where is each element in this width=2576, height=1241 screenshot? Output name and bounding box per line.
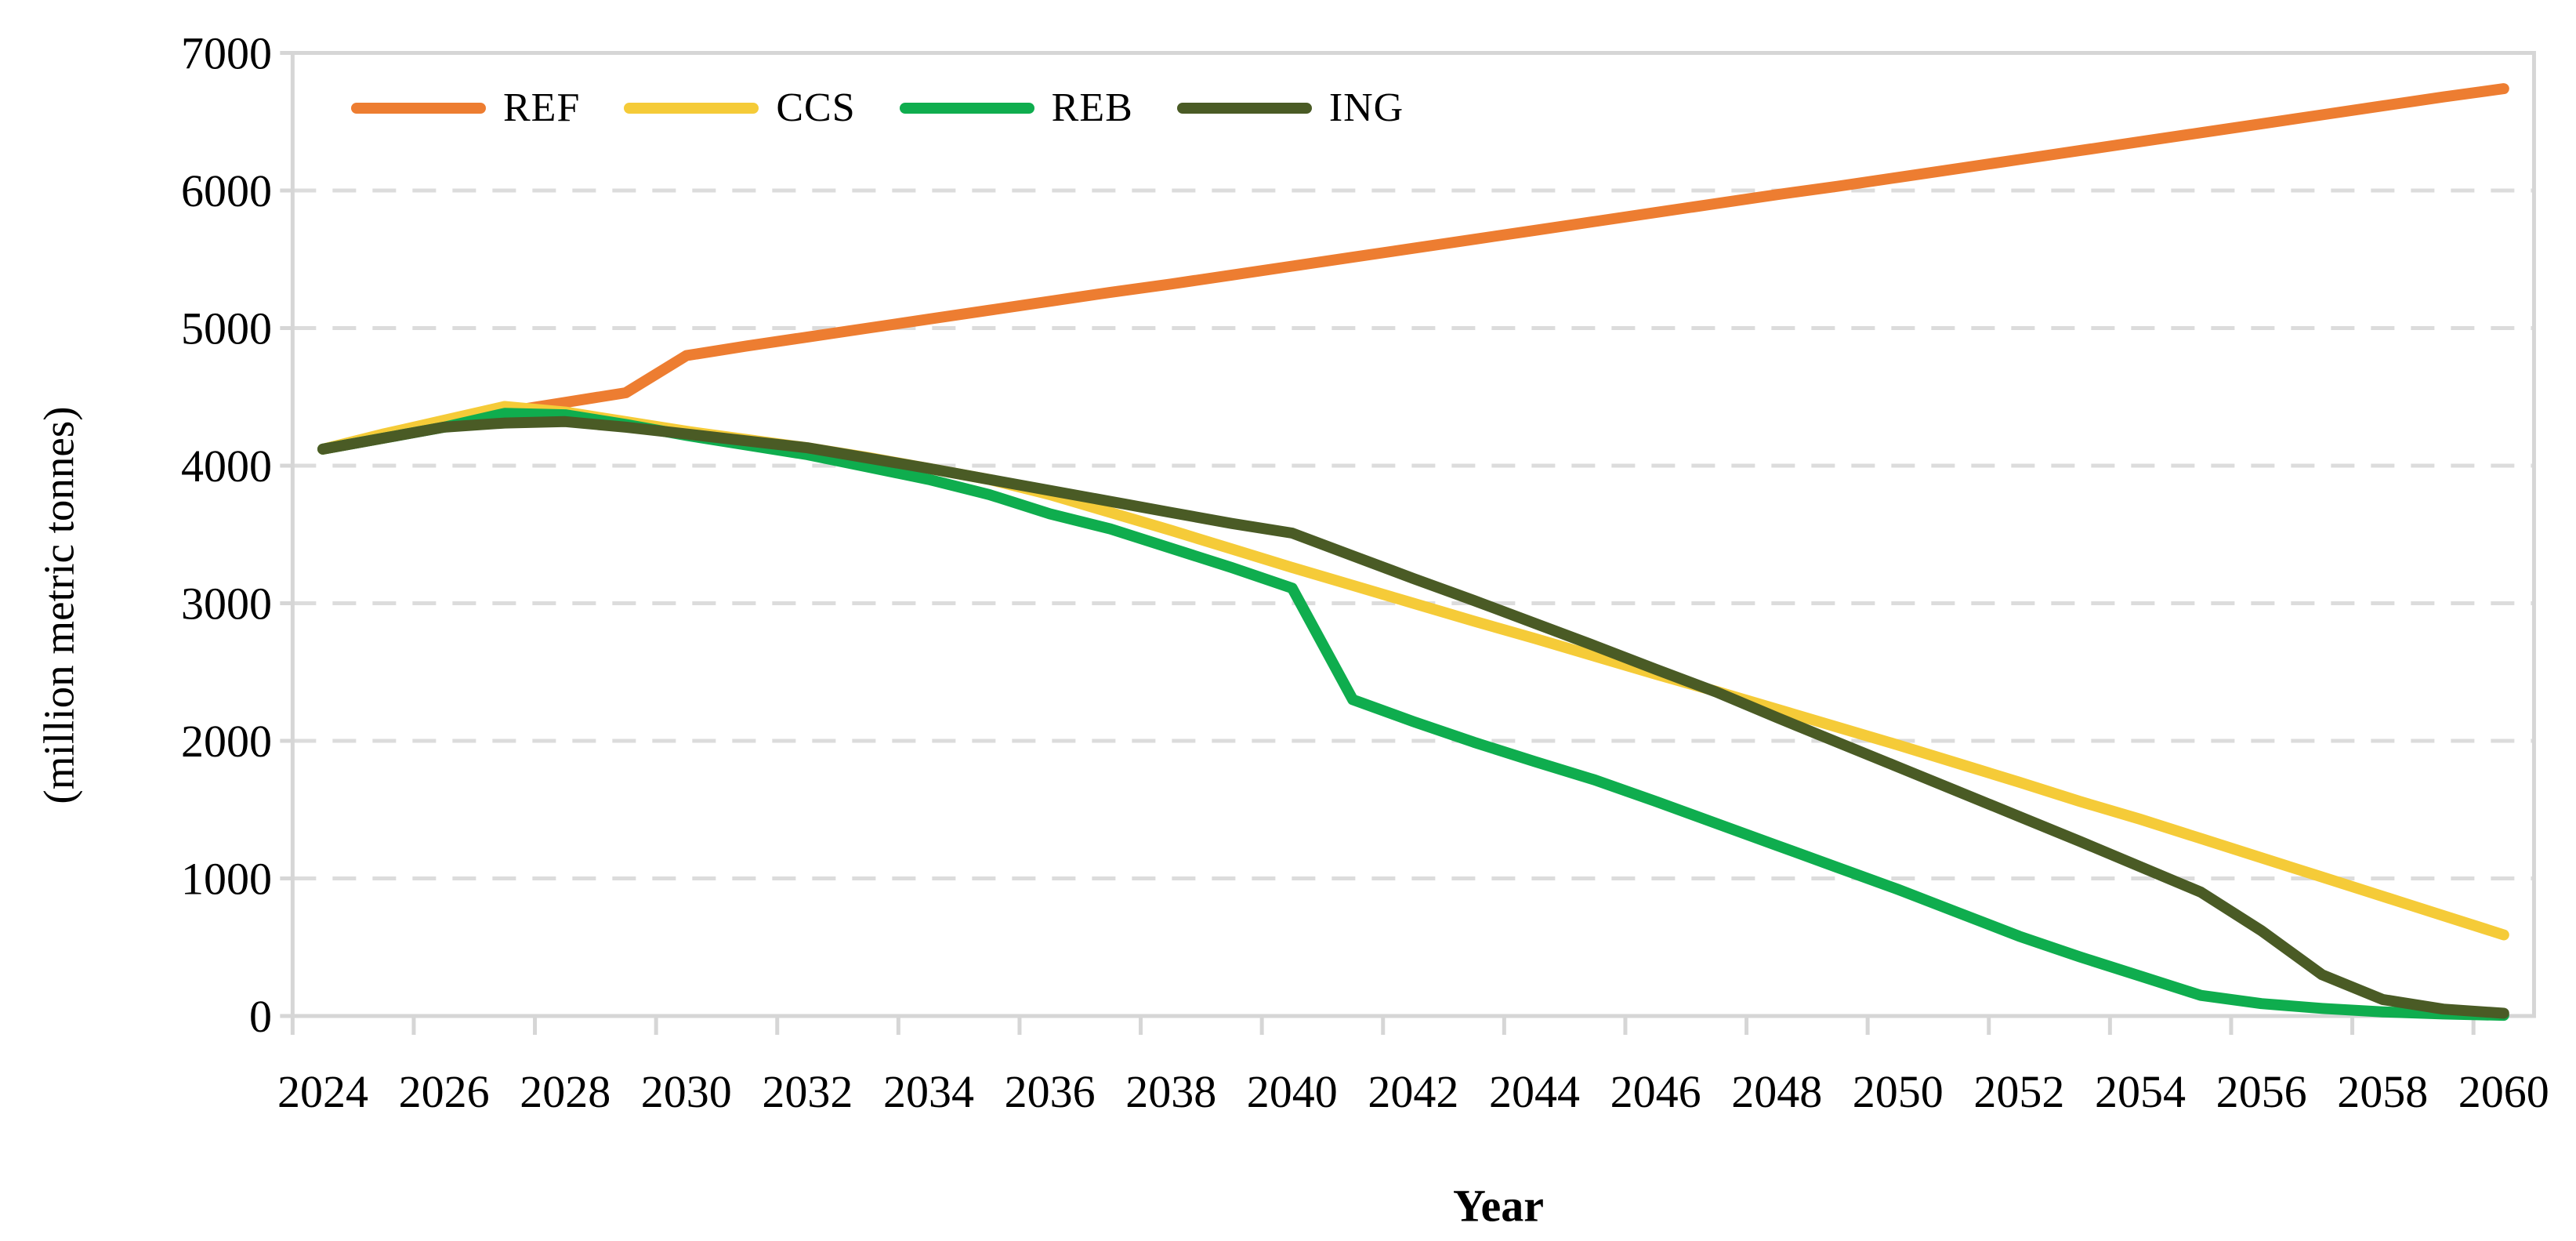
y-tick-label: 4000 [181,441,272,492]
x-tick-label: 2026 [399,1066,490,1117]
series-line-ref [317,83,2509,455]
ing-line-swatch-icon [1176,103,1312,114]
x-tick-label: 2040 [1247,1066,1338,1117]
plot-border [290,51,2536,1018]
legend-label-reb: REB [1051,85,1133,130]
series-line-ccs [317,401,2509,941]
reb-line-swatch-icon [899,103,1034,114]
x-tick-label: 2054 [2095,1066,2186,1117]
x-tick-label: 2052 [1973,1066,2064,1117]
x-tick-label: 2036 [1005,1066,1096,1117]
legend-entry-ccs: CCS [624,88,855,129]
x-tick-label: 2038 [1125,1066,1216,1117]
x-tick-label: 2028 [520,1066,610,1117]
legend-entry-ref: REF [351,88,580,129]
y-axis-title: (million metric tonnes) [34,406,83,804]
x-axis-title: Year [1453,1180,1544,1232]
y-tick-label: 2000 [181,716,272,767]
y-tick-label: 3000 [181,579,272,630]
x-tick-label: 2042 [1368,1066,1458,1117]
series-line-reb [317,408,2509,1021]
x-tick-label: 2024 [277,1066,368,1117]
legend-label-ing: ING [1328,85,1404,130]
ccs-line-swatch-icon [624,103,759,114]
series-line-ing [317,415,2509,1019]
y-tick-label: 1000 [181,854,272,905]
legend-label-ref: REF [503,85,581,130]
y-tick-label: 5000 [181,303,272,354]
x-tick-label: 2050 [1853,1066,1944,1117]
x-tick-label: 2060 [2458,1066,2549,1117]
y-tick-label: 0 [249,991,272,1042]
x-tick-label: 2056 [2216,1066,2307,1117]
x-tick-label: 2048 [1731,1066,1822,1117]
legend-entry-reb: REB [899,85,1133,130]
legend-entry-ing: ING [1176,85,1404,130]
legend-label-ccs: CCS [776,85,856,130]
ref-line-swatch-icon [351,103,486,114]
y-tick-label: 6000 [181,165,272,216]
x-tick-label: 2032 [762,1066,853,1117]
x-tick-label: 2044 [1489,1066,1580,1117]
chart-legend: REF CCS REB ING [351,88,1404,129]
x-tick-label: 2046 [1610,1066,1701,1117]
x-tick-label: 2058 [2337,1066,2428,1117]
x-tick-label: 2030 [641,1066,732,1117]
x-tick-label: 2034 [883,1066,974,1117]
y-tick-label: 7000 [181,28,272,79]
